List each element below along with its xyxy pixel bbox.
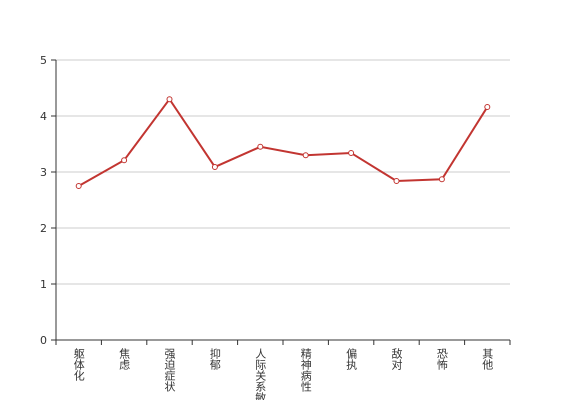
x-tick-label: 恐怖	[435, 348, 448, 370]
point	[484, 104, 491, 111]
x-tick-label: 偏执	[345, 347, 358, 371]
y-tick-label: 1	[40, 278, 47, 291]
y-tick-label: 2	[40, 222, 47, 235]
point	[121, 157, 128, 164]
x-tick-label: 躯体化	[72, 348, 85, 382]
point	[302, 152, 309, 159]
x-tick-label: 其他	[481, 348, 494, 370]
point	[75, 183, 82, 189]
point	[438, 176, 445, 183]
point	[348, 149, 355, 156]
x-tick-label: 敌对	[390, 347, 403, 370]
point	[211, 163, 218, 170]
x-tick-label: 精神病性	[299, 348, 312, 393]
y-tick-label: 5	[40, 54, 47, 67]
line	[78, 97, 489, 187]
y-tick-label: 3	[40, 166, 47, 179]
x-tick-label: 强迫症状	[163, 348, 176, 392]
x-tick-label: 抑郁	[208, 347, 221, 370]
point	[166, 96, 173, 103]
y-tick-label: 0	[40, 334, 47, 347]
point	[393, 177, 400, 184]
point	[257, 143, 264, 150]
x-tick-label: 焦虑	[118, 348, 131, 370]
x-tick-label: 人际关系敏感	[254, 348, 267, 400]
y-tick-label: 4	[40, 110, 47, 123]
